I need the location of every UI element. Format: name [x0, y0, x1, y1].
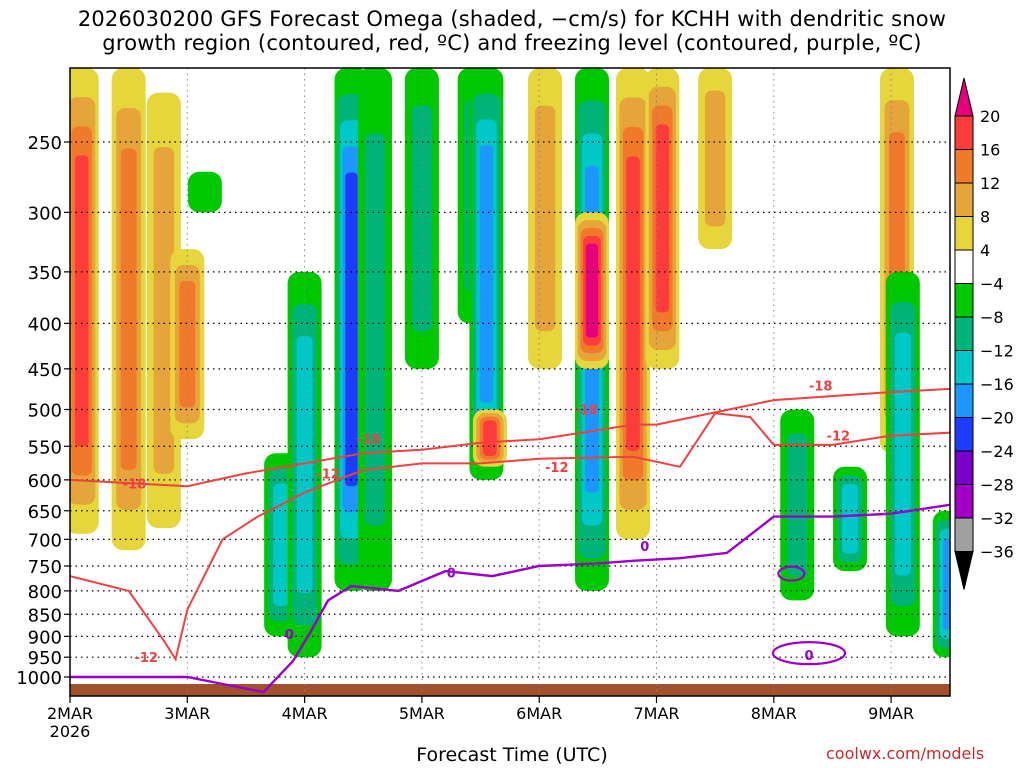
colorbar-segment-bottom: [954, 551, 974, 590]
colorbar-segment: [954, 350, 974, 385]
colorbar-segment: [954, 249, 974, 284]
colorbar-tick-label: −24: [980, 442, 1014, 461]
colorbar-tick-label: −8: [980, 308, 1004, 327]
colorbar-segment: [954, 316, 974, 351]
colorbar-segment: [954, 417, 974, 452]
omega-region-11-3: [479, 145, 494, 403]
colorbar-tick-label: −32: [980, 509, 1014, 528]
y-tick-label: 950: [28, 648, 62, 669]
colorbar-segment: [954, 115, 974, 150]
x-tick-label: 7MAR: [633, 704, 679, 723]
omega-region-13-1: [534, 105, 556, 332]
colorbar-segment: [954, 182, 974, 217]
colorbar-tick-label: −36: [980, 543, 1014, 562]
colorbar-segment: [954, 149, 974, 184]
x-tick-label: 9MAR: [868, 704, 914, 723]
freezing-loop-2: [771, 641, 847, 666]
freezing-contour-label: 0: [640, 540, 649, 555]
colorbar-segment: [954, 517, 974, 552]
freezing-contour-label: 0: [285, 628, 294, 643]
colorbar-tick-label: −12: [980, 342, 1014, 361]
freezing-contour-label: 0: [804, 649, 813, 664]
omega-region-23-3: [942, 538, 950, 630]
colorbar-segment: [954, 283, 974, 318]
omega-region-8-1: [364, 133, 386, 526]
omega-region-18-1: [704, 90, 726, 227]
contour-minus12: [70, 412, 950, 662]
x-tick-label: 4MAR: [282, 704, 328, 723]
y-tick-label: 300: [28, 203, 62, 224]
colorbar-tick-label: −4: [980, 275, 1004, 294]
omega-region-1-2: [120, 148, 137, 470]
source-credit: coolwx.com/models: [826, 744, 985, 763]
y-tick-label: 1000: [16, 668, 62, 689]
plot-frame: [69, 67, 951, 697]
dgr-contour-label: -12: [316, 467, 340, 482]
freezing-loop-1: [777, 565, 806, 582]
omega-region-16-3: [626, 156, 640, 451]
x-tick-label: 5MAR: [399, 704, 445, 723]
omega-region-12-3: [483, 420, 497, 457]
colorbar-tick-label: 12: [980, 174, 1000, 193]
omega-region-9-1: [411, 105, 433, 332]
colorbar-tick-label: 4: [980, 241, 990, 260]
colorbar-tick-label: 20: [980, 107, 1000, 126]
omega-region-15-4: [585, 243, 599, 338]
freezing-contour-label: 0: [447, 567, 456, 582]
y-tick-label: 600: [28, 471, 62, 492]
colorbar-segment: [954, 450, 974, 485]
colorbar-tick-label: 8: [980, 208, 990, 227]
ground-strip: [70, 684, 950, 696]
grid-lines: [69, 68, 950, 696]
y-tick-label: 500: [28, 401, 62, 422]
omega-region-2-1: [153, 147, 175, 474]
contour-freezing: [70, 503, 950, 694]
chart-title-line2: growth region (contoured, red, ºC) and f…: [102, 31, 922, 55]
y-tick-label: 550: [28, 437, 62, 458]
x-tick-label: 2MAR: [47, 704, 93, 723]
y-tick-label: 250: [28, 133, 62, 154]
y-tick-label: 750: [28, 557, 62, 578]
y-tick-label: 850: [28, 605, 62, 626]
colorbar-segment: [954, 484, 974, 519]
chart-title-line1: 2026030200 GFS Forecast Omega (shaded, −…: [77, 7, 947, 31]
omega-region-17-3: [655, 124, 670, 313]
x-tick-label: 8MAR: [751, 704, 797, 723]
colorbar-segment: [954, 216, 974, 251]
omega-region-20-2: [842, 484, 858, 554]
dgr-contour-label: -18: [574, 404, 598, 419]
omega-region-7-4: [345, 172, 358, 487]
colorbar-tick-label: −20: [980, 409, 1014, 428]
omega-region-22-2: [894, 332, 911, 576]
dgr-contour-label: -12: [545, 461, 569, 476]
y-tick-label: 700: [28, 530, 62, 551]
y-tick-label: 800: [28, 582, 62, 603]
colorbar-tick-label: 16: [980, 141, 1000, 160]
dgr-contour-label: -18: [123, 478, 147, 493]
x-tick-label: 6MAR: [516, 704, 562, 723]
dgr-contour-label: -12: [134, 651, 158, 666]
y-tick-label: 400: [28, 314, 62, 335]
omega-region-5-2: [273, 483, 290, 606]
omega-region-19-1: [787, 433, 808, 577]
dgr-contour-label: -18: [357, 433, 381, 448]
y-tick-label: 450: [28, 360, 62, 381]
x-axis-label: Forecast Time (UTC): [416, 744, 608, 766]
dgr-contour-label: -12: [827, 430, 851, 445]
omega-region-4-0: [187, 171, 222, 213]
omega-region-0-3: [74, 155, 89, 447]
x-year-label: 2026: [50, 722, 91, 741]
colorbar-segment: [954, 383, 974, 418]
colorbar-segment-top: [954, 77, 974, 117]
contour-minus18: [70, 387, 950, 488]
colorbar-tick-label: −16: [980, 375, 1014, 394]
y-tick-label: 650: [28, 502, 62, 523]
y-tick-label: 900: [28, 627, 62, 648]
colorbar-tick-label: −28: [980, 476, 1014, 495]
x-tick-label: 3MAR: [164, 704, 210, 723]
y-tick-label: 350: [28, 263, 62, 284]
dgr-contour-label: -18: [809, 380, 833, 395]
